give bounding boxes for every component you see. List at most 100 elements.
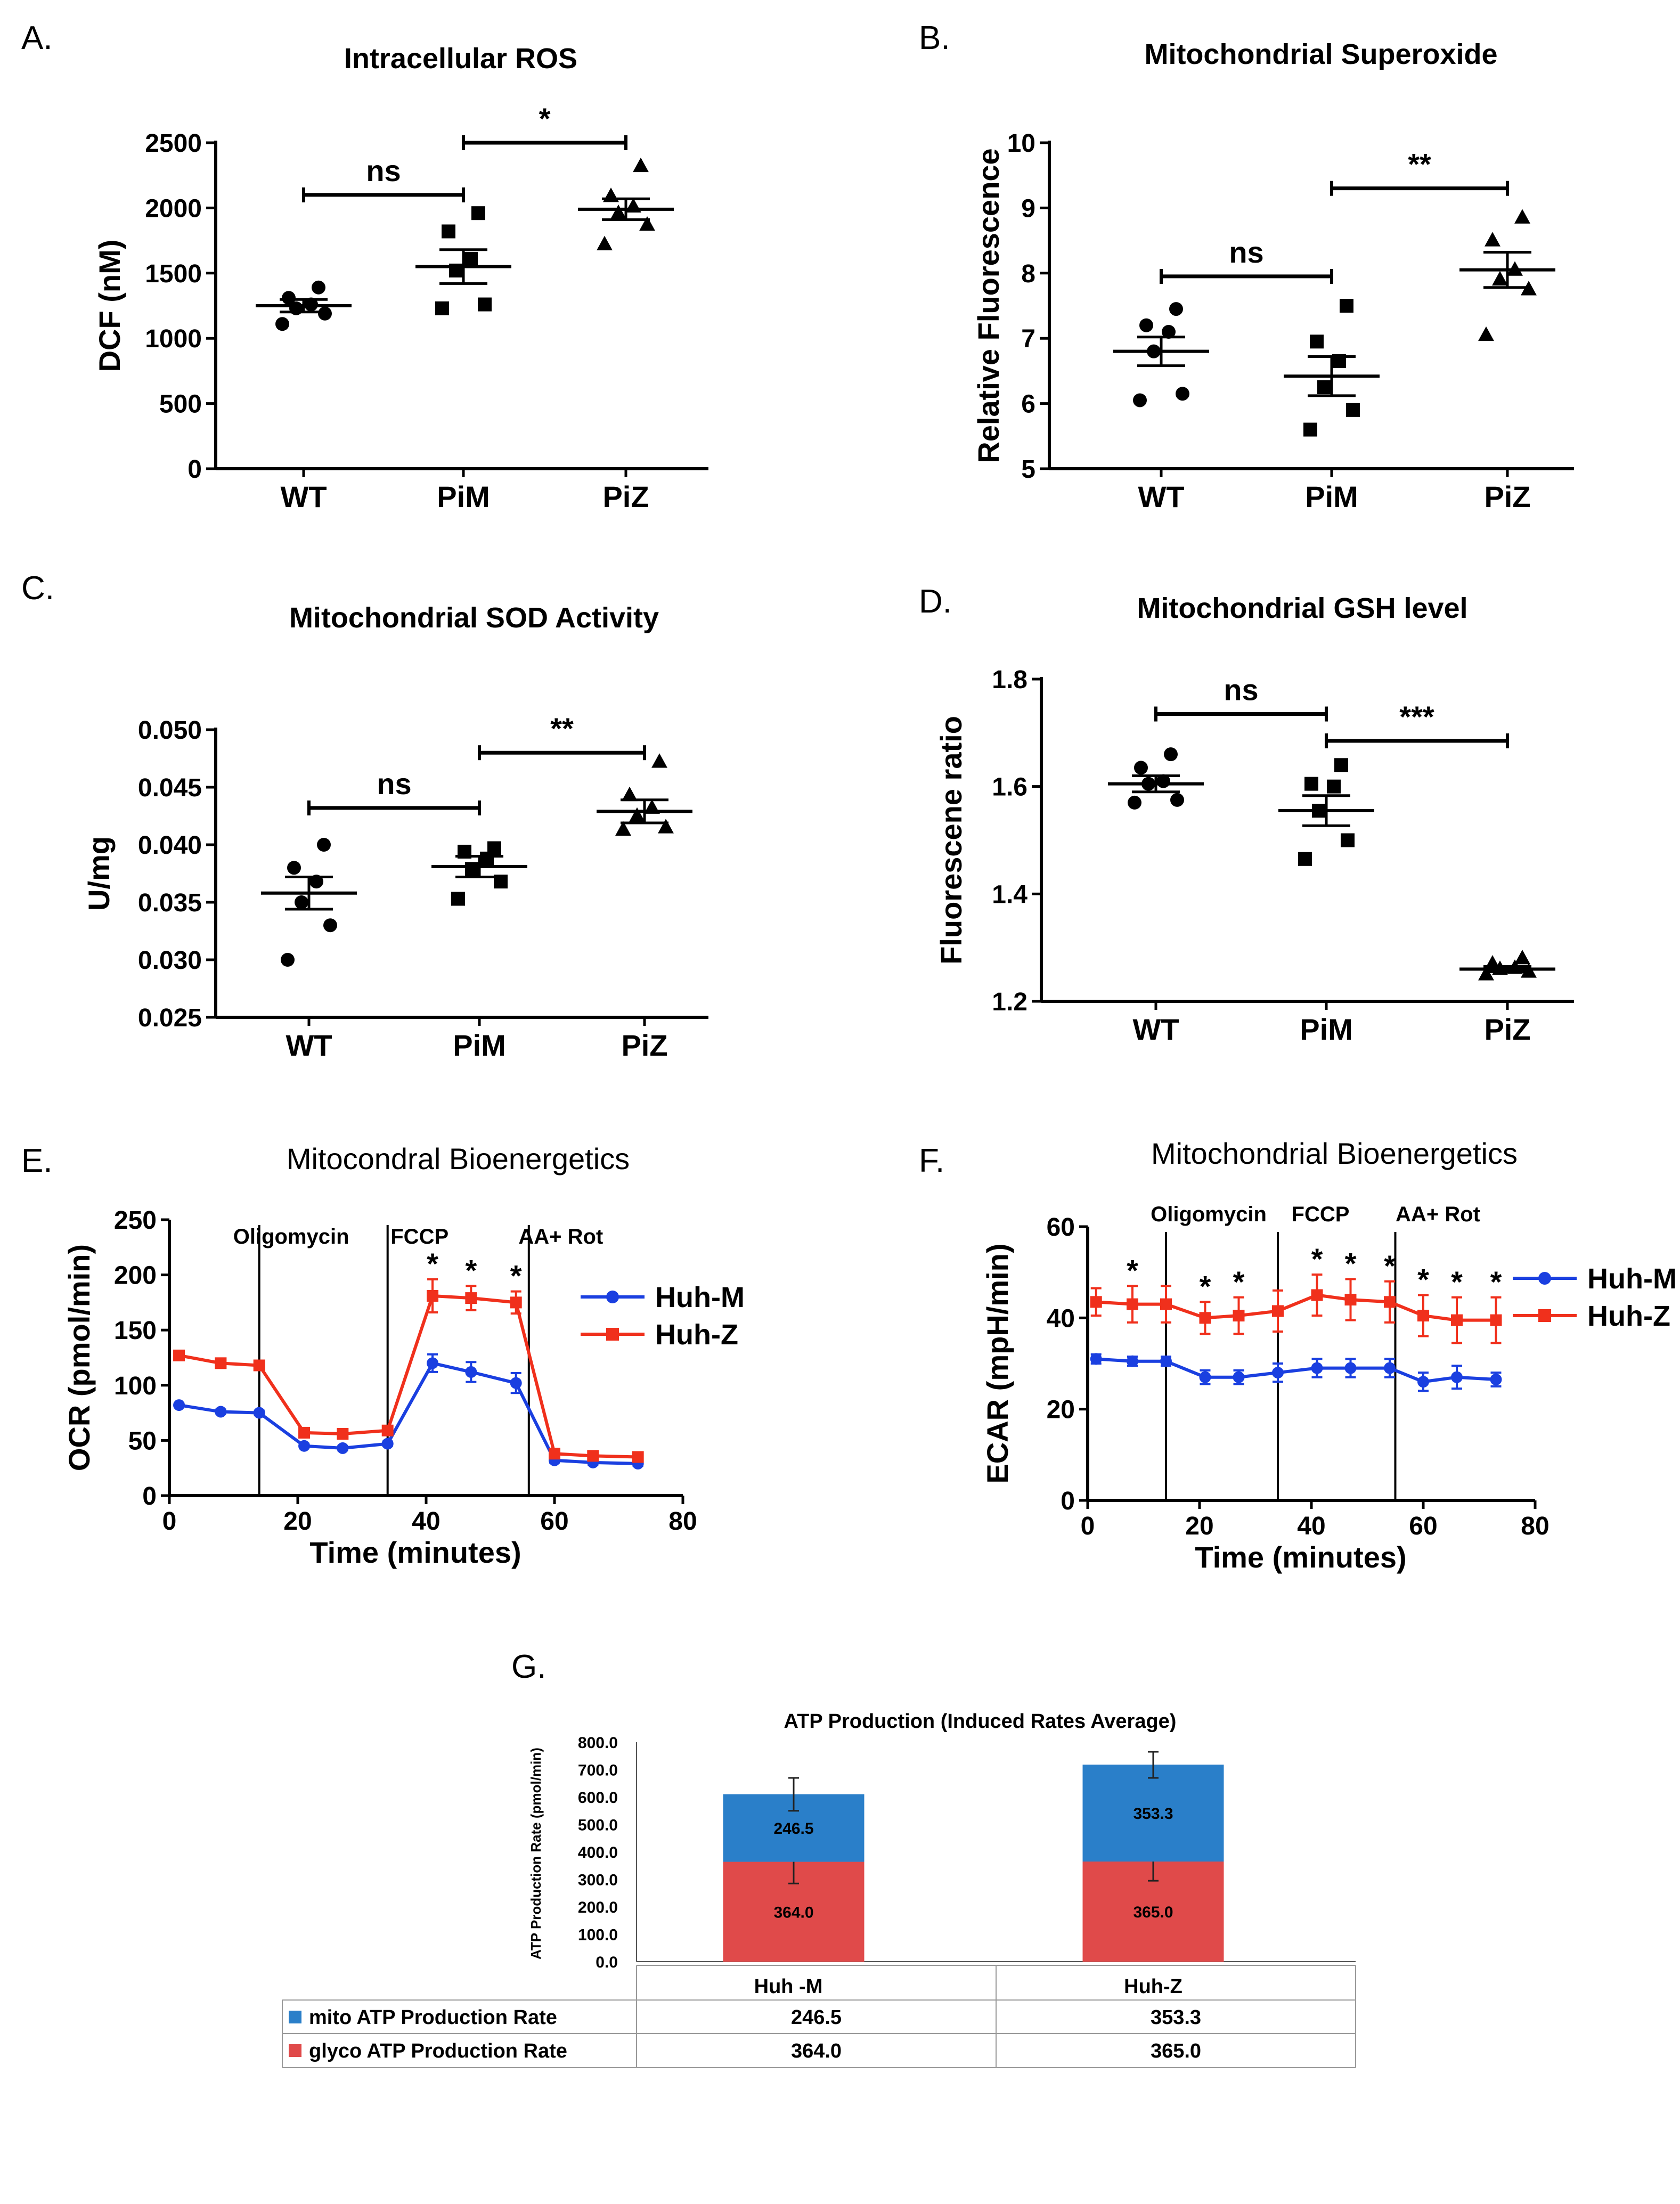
data-point: [1514, 950, 1530, 965]
series-line-huh-m: [1096, 1357, 1496, 1384]
series-line-huh-m: [178, 1361, 638, 1465]
data-point: [1317, 380, 1331, 394]
y-tick-label: 0.045: [138, 774, 202, 802]
data-point: [651, 753, 667, 768]
significance-label: **: [1408, 148, 1431, 181]
data-point: [1127, 1355, 1138, 1367]
data-point: [451, 892, 465, 906]
data-point: [464, 251, 478, 266]
category-label: PiM: [453, 1028, 506, 1062]
panel-e: E. Mitocondral Bioenergetics0501001502002…: [21, 1142, 745, 1569]
panel-label: A.: [21, 20, 53, 56]
data-point: [1272, 1367, 1284, 1379]
data-point: [1090, 1296, 1102, 1308]
data-point: [615, 821, 631, 836]
data-point: [610, 204, 626, 219]
data-point: [1272, 1305, 1284, 1317]
table-cell: 365.0: [1151, 2040, 1201, 2062]
data-point: [1127, 1298, 1138, 1310]
data-point: [1160, 1298, 1172, 1310]
legend-label: Huh-M: [1587, 1263, 1677, 1295]
bar-value-label: 353.3: [1133, 1805, 1173, 1823]
data-point: [295, 895, 308, 909]
chart-title: Mitochondrial GSH level: [1137, 592, 1467, 624]
y-tick-label: 2500: [145, 129, 202, 158]
x-tick-label: 40: [1297, 1512, 1325, 1540]
significance-label: **: [550, 712, 574, 745]
significance-label: *: [465, 1253, 477, 1287]
chart-title: Mitochondrial Bioenergetics: [1151, 1137, 1518, 1170]
y-tick-label: 0.040: [138, 831, 202, 860]
data-point: [510, 1296, 522, 1309]
data-point: [1490, 1314, 1502, 1326]
y-tick-label: 500.0: [578, 1817, 618, 1834]
data-point: [1162, 324, 1176, 339]
y-tick-label: 40: [1047, 1304, 1075, 1333]
x-tick-label: 20: [1185, 1512, 1213, 1540]
category-label: PiZ: [602, 480, 649, 513]
data-point: [1327, 779, 1341, 794]
y-tick-label: 2000: [145, 194, 202, 223]
y-tick-label: 600.0: [578, 1789, 618, 1807]
data-point: [1233, 1371, 1245, 1383]
data-point: [658, 819, 674, 834]
y-tick-label: 250: [114, 1206, 157, 1235]
panel-f: F. Mitochondrial Bioenergetics 0 20 40 60 0 20 4…: [919, 1137, 1677, 1574]
data-point: [435, 301, 449, 315]
panel-a: A. Intracellular ROS 0 500 1000 1500 2000 2500 D…: [21, 20, 708, 513]
y-tick-label: 400.0: [578, 1844, 618, 1862]
data-point: [1346, 403, 1360, 417]
data-point: [471, 206, 485, 221]
y-tick-label: 9: [1021, 194, 1035, 223]
significance-label: *: [1127, 1253, 1138, 1287]
bar-value-label: 246.5: [773, 1820, 813, 1838]
legend-label: Huh-Z: [655, 1319, 738, 1351]
significance-label: *: [1490, 1265, 1502, 1299]
y-axis-label: DCF (nM): [93, 240, 126, 372]
data-point: [622, 786, 638, 802]
table-legend-swatch: [289, 2011, 301, 2023]
y-tick-label: 0: [187, 455, 202, 484]
data-point: [1134, 761, 1148, 775]
phase-label: Oligomycin: [233, 1225, 349, 1248]
data-point: [487, 841, 501, 855]
data-point: [1492, 271, 1508, 286]
legend-marker: [1538, 1309, 1551, 1322]
data-point: [1133, 393, 1147, 407]
data-point: [629, 807, 645, 822]
y-tick-label: 0.030: [138, 946, 202, 975]
phase-label: FCCP: [390, 1225, 448, 1248]
bar-segment: [1082, 1765, 1224, 1862]
panel-c: C. Mitochondrial SOD Activity 0.025 0.030 0.…: [21, 570, 708, 1062]
y-tick-label: 1.2: [992, 988, 1027, 1016]
data-point: [337, 1442, 349, 1454]
data-point: [1311, 1362, 1323, 1374]
data-point: [633, 157, 649, 173]
x-tick-label: 40: [412, 1507, 440, 1536]
table-legend-swatch: [289, 2044, 301, 2057]
data-point: [1344, 1294, 1357, 1306]
significance-label: *: [1384, 1249, 1396, 1283]
y-axis-label: ECAR (mpH/min): [981, 1243, 1014, 1483]
y-tick-label: 0.050: [138, 716, 202, 745]
y-tick-label: 0: [1061, 1487, 1075, 1515]
data-point: [1451, 1371, 1463, 1383]
data-point: [1417, 1310, 1429, 1322]
bar-value-label: 365.0: [1133, 1904, 1173, 1921]
y-axis-label: Fluorescene ratio: [934, 716, 968, 965]
panel-label: D.: [919, 583, 952, 620]
x-tick-label: 80: [668, 1507, 697, 1536]
chart-title: Mitocondral Bioenergetics: [287, 1142, 630, 1176]
category-label: PiZ: [621, 1028, 667, 1062]
significance-label: ns: [366, 154, 401, 187]
data-point: [1233, 1310, 1245, 1322]
phase-label: FCCP: [1292, 1203, 1350, 1226]
data-point: [312, 280, 325, 295]
series-line-huh-z: [178, 1294, 638, 1459]
data-point: [442, 224, 455, 239]
table-row-label: mito ATP Production Rate: [309, 2006, 557, 2029]
y-tick-label: 50: [128, 1427, 157, 1455]
data-point: [323, 918, 337, 933]
data-point: [1478, 326, 1494, 341]
y-tick-label: 100: [114, 1372, 157, 1400]
